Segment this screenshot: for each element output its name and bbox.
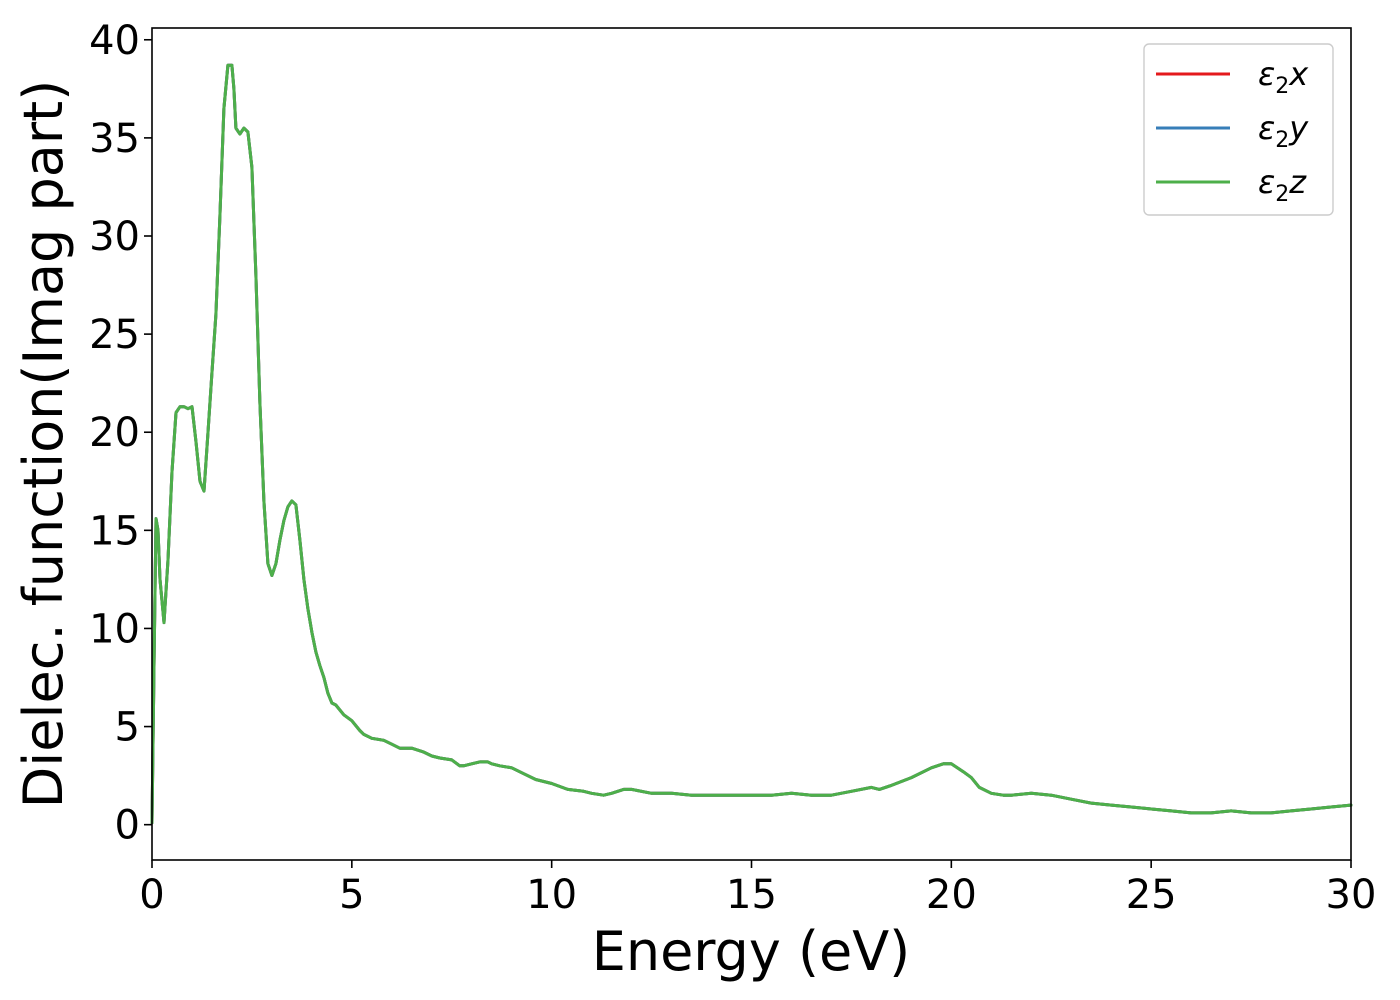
y-tick-label: 5 bbox=[115, 705, 140, 751]
x-tick-label: 5 bbox=[339, 872, 364, 918]
legend-label-z: ε2z bbox=[1258, 163, 1307, 207]
legend-label-y: ε2y bbox=[1258, 109, 1309, 153]
y-axis-ticks: 0 5 10 15 20 25 30 35 40 bbox=[89, 18, 152, 849]
x-tick-label: 20 bbox=[926, 872, 977, 918]
x-tick-label: 0 bbox=[139, 872, 164, 918]
x-axis-title: Energy (eV) bbox=[592, 920, 911, 983]
y-tick-label: 30 bbox=[89, 214, 140, 260]
y-tick-label: 0 bbox=[115, 803, 140, 849]
x-tick-label: 10 bbox=[526, 872, 577, 918]
legend: ε2x ε2y ε2z bbox=[1143, 43, 1334, 216]
y-tick-label: 10 bbox=[89, 606, 140, 652]
y-tick-label: 15 bbox=[89, 508, 140, 554]
series-layer bbox=[150, 63, 1353, 825]
y-tick-label: 25 bbox=[89, 312, 140, 358]
x-tick-label: 30 bbox=[1326, 872, 1377, 918]
legend-box bbox=[1143, 43, 1334, 216]
x-tick-label: 15 bbox=[726, 872, 777, 918]
y-axis-title: Dielec. function(Imag part) bbox=[12, 80, 75, 809]
y-tick-label: 35 bbox=[89, 116, 140, 162]
y-tick-label: 40 bbox=[89, 18, 140, 64]
legend-label-x: ε2x bbox=[1258, 55, 1309, 99]
x-tick-label: 25 bbox=[1126, 872, 1177, 918]
x-axis-ticks: 0 5 10 15 20 25 30 bbox=[139, 860, 1376, 918]
series-line-z bbox=[150, 63, 1353, 825]
y-tick-label: 20 bbox=[89, 410, 140, 456]
